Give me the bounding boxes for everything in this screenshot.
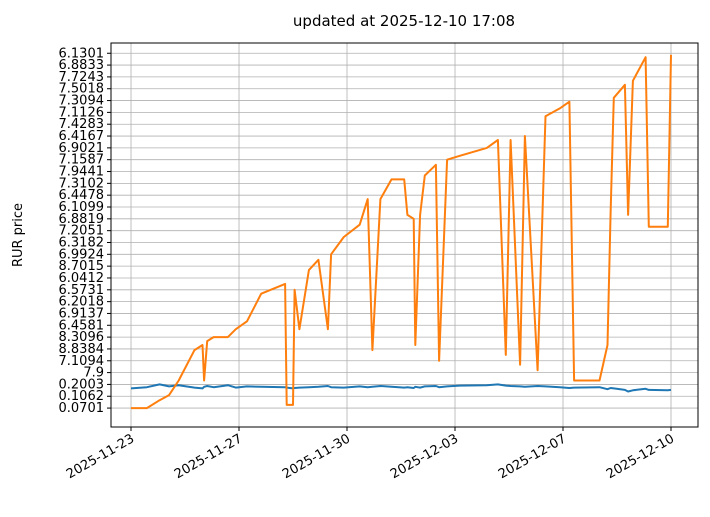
y-tick-label: 7.9 <box>83 366 104 381</box>
x-tick-label: 2025-12-03 <box>388 431 461 482</box>
y-axis-label: RUR price <box>11 203 26 267</box>
y-tick-label: 7.1126 <box>59 105 105 120</box>
y-tick-label: 0.2003 <box>59 377 105 392</box>
x-tick-label: 2025-11-23 <box>64 431 137 482</box>
y-tick-label: 0.1062 <box>59 389 105 404</box>
y-tick-label: 6.1301 <box>59 46 105 61</box>
x-tick-label: 2025-12-10 <box>604 431 677 482</box>
y-tick-label: 7.1587 <box>59 153 105 168</box>
y-tick-label: 6.4478 <box>59 188 105 203</box>
y-tick-label: 6.9924 <box>59 247 105 262</box>
y-tick-label: 8.7015 <box>59 259 105 274</box>
y-tick-label: 7.9441 <box>59 165 105 180</box>
y-tick-label: 7.7243 <box>59 70 105 85</box>
grid <box>111 43 698 427</box>
y-tick-label: 6.9137 <box>59 306 105 321</box>
y-tick-label: 7.3094 <box>59 94 105 109</box>
y-tick-label: 7.4283 <box>59 117 105 132</box>
y-tick-label: 6.4581 <box>59 318 105 333</box>
data-line <box>130 383 672 393</box>
y-tick-label: 7.1094 <box>59 354 105 369</box>
x-tick-label: 2025-11-27 <box>172 431 245 482</box>
x-tick-label: 2025-12-07 <box>496 431 569 482</box>
y-tick-label: 6.8833 <box>59 58 105 73</box>
y-tick-label: 6.4167 <box>59 129 105 144</box>
y-tick-label: 6.5731 <box>59 283 105 298</box>
y-tick-label: 6.1099 <box>59 200 105 215</box>
y-tick-label: 8.3096 <box>59 330 105 345</box>
axes-frame <box>110 42 699 428</box>
y-tick-label: 6.9021 <box>59 141 105 156</box>
x-tick-label: 2025-11-30 <box>280 431 353 482</box>
y-tick-label: 7.5018 <box>59 82 105 97</box>
y-tick-label: 7.2051 <box>59 224 105 239</box>
y-tick-label: 6.0412 <box>59 271 105 286</box>
y-tick-label: 0.0701 <box>59 401 105 416</box>
chart-title: updated at 2025-12-10 17:08 <box>293 12 515 30</box>
data-line <box>131 54 672 410</box>
y-tick-label: 8.8384 <box>59 342 105 357</box>
y-tick-label: 7.3102 <box>59 176 105 191</box>
y-tick-label: 6.8819 <box>59 212 105 227</box>
y-tick-label: 6.2018 <box>59 295 105 310</box>
plot-area <box>130 54 672 410</box>
y-tick-label: 6.3182 <box>59 235 105 250</box>
